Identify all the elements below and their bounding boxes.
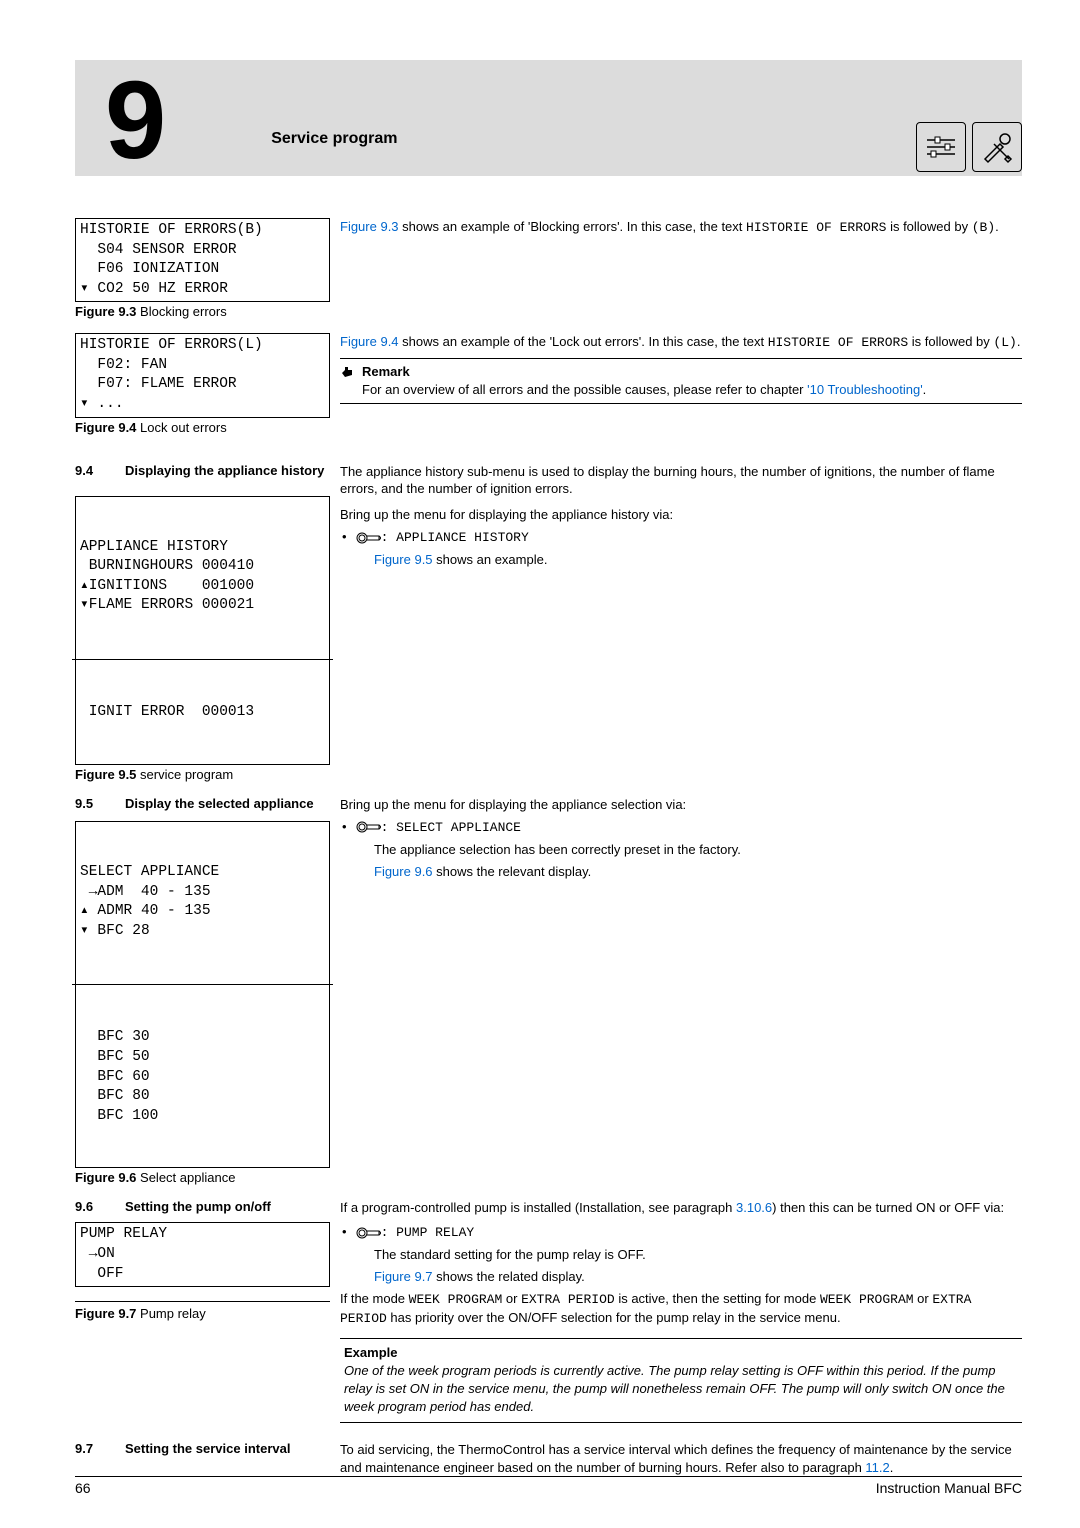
fig96-caption: Figure 9.6 Select appliance xyxy=(75,1170,330,1185)
p95d: Figure 9.6 shows the relevant display. xyxy=(340,863,1022,881)
page-number: 66 xyxy=(75,1480,91,1496)
p95c: The appliance selection has been correct… xyxy=(340,841,1022,859)
lcd-errors-b: HISTORIE OF ERRORS(B) S04 SENSOR ERROR F… xyxy=(75,218,330,302)
example-title: Example xyxy=(344,1344,1022,1362)
p96e: If the mode WEEK PROGRAM or EXTRA PERIOD… xyxy=(340,1290,1022,1328)
fig97-caption: Figure 9.7 Pump relay xyxy=(75,1306,330,1321)
lcd-pump: PUMP RELAY →ON OFF xyxy=(75,1222,330,1287)
p96c: The standard setting for the pump relay … xyxy=(340,1246,1022,1264)
example-block: Example One of the week program periods … xyxy=(340,1338,1022,1423)
fig94-caption: Figure 9.4 Lock out errors xyxy=(75,420,330,435)
remark-block: Remark For an overview of all errors and… xyxy=(340,358,1022,404)
sec97-head: 9.7 Setting the service interval xyxy=(75,1441,330,1456)
fig93-caption: Figure 9.3 Blocking errors xyxy=(75,304,330,319)
pointing-hand-icon xyxy=(340,365,354,379)
sec95-head: 9.5 Display the selected appliance xyxy=(75,796,330,811)
p94a: Figure 9.4 shows an example of the 'Lock… xyxy=(340,333,1022,352)
p96d: Figure 9.7 shows the related display. xyxy=(340,1268,1022,1286)
lcd-errors-l: HISTORIE OF ERRORS(L) F02: FAN F07: FLAM… xyxy=(75,333,330,417)
p94d: • : APPLIANCE HISTORY xyxy=(340,528,1022,547)
remark-body: For an overview of all errors and the po… xyxy=(340,381,1022,399)
knob-icon xyxy=(355,1226,381,1240)
remark-title: Remark xyxy=(362,363,410,381)
sec96-head: 9.6 Setting the pump on/off xyxy=(75,1199,330,1214)
p94e: Figure 9.5 shows an example. xyxy=(340,551,1022,569)
tools-icon xyxy=(972,122,1022,172)
chapter-title: Service program xyxy=(166,130,397,176)
lcd-select: SELECT APPLIANCE →ADM 40 - 135 ▴ ADMR 40… xyxy=(75,821,330,1169)
knob-icon xyxy=(355,531,381,545)
lcd-history: APPLIANCE HISTORY BURNINGHOURS 000410 ▴I… xyxy=(75,496,330,765)
sec94-head: 9.4 Displaying the appliance history xyxy=(75,463,330,478)
p94c: Bring up the menu for displaying the app… xyxy=(340,506,1022,524)
example-body: One of the week program periods is curre… xyxy=(344,1362,1022,1416)
p93a: Figure 9.3 shows an example of 'Blocking… xyxy=(340,218,1022,237)
chapter-number: 9 xyxy=(75,66,166,176)
knob-icon xyxy=(355,820,381,834)
footer-title: Instruction Manual BFC xyxy=(876,1480,1022,1496)
adjustments-icon xyxy=(916,122,966,172)
p95b: • : SELECT APPLIANCE xyxy=(340,818,1022,837)
p97a: To aid servicing, the ThermoControl has … xyxy=(340,1441,1022,1477)
p94b: The appliance history sub-menu is used t… xyxy=(340,463,1022,499)
p96a: If a program-controlled pump is installe… xyxy=(340,1199,1022,1217)
p96b: • : PUMP RELAY xyxy=(340,1223,1022,1242)
p95a: Bring up the menu for displaying the app… xyxy=(340,796,1022,814)
fig95-caption: Figure 9.5 service program xyxy=(75,767,330,782)
